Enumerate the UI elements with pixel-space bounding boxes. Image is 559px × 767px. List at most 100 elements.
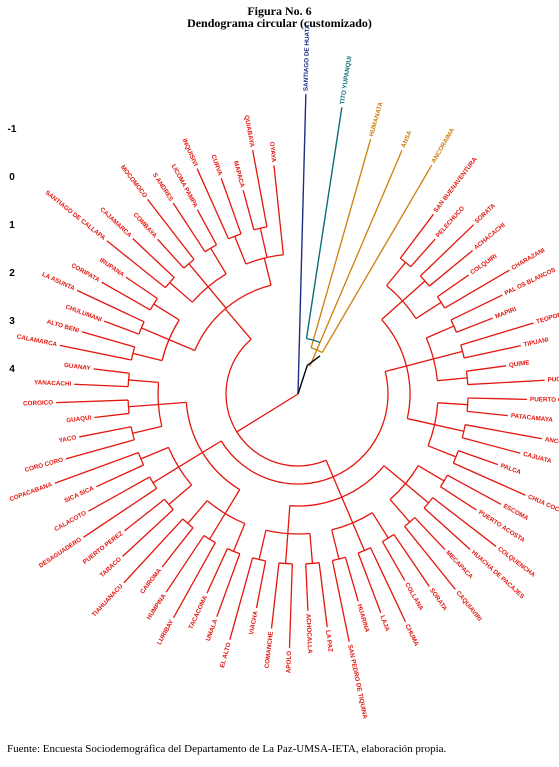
dendrogram-branch <box>405 483 429 504</box>
dendrogram-branch <box>56 399 129 404</box>
leaf-label: PAL OS BLANCOS <box>504 267 557 298</box>
dendrogram-branch <box>172 202 206 253</box>
dendrogram-branch <box>433 350 463 360</box>
dendrogram-branch <box>428 250 474 287</box>
figure-title: Dendograma circular (customizado) <box>187 16 372 30</box>
leaf-label: ESCOMA <box>502 503 530 523</box>
dendrogram-branch <box>331 529 340 560</box>
dendrogram-branch <box>123 518 184 584</box>
leaf-label: ANCORAIMES <box>544 436 559 451</box>
dendrogram-branch-arc <box>220 371 389 485</box>
leaf-label: CALACOTO <box>53 510 88 534</box>
dendrogram-branch <box>259 228 268 258</box>
dendrogram-branch <box>220 178 242 235</box>
dendrogram-branch <box>352 522 366 551</box>
dendrogram-branch <box>407 417 435 426</box>
dendrogram-branch-arc <box>452 450 459 464</box>
dendrogram-branch <box>427 445 457 458</box>
dendrogram-branch <box>318 562 328 628</box>
dendrogram-branch <box>310 138 372 349</box>
dendrogram-branch-arc <box>399 257 412 268</box>
dendrogram-branch <box>188 263 209 288</box>
dendrogram-branch <box>437 274 469 298</box>
dendrogram-branch <box>357 552 382 614</box>
leaf-label: CAIROMA <box>139 567 163 595</box>
dendrogram-branch <box>140 446 169 460</box>
dendrogram-branch <box>263 257 272 286</box>
leaf-label: OYAYA <box>268 141 277 163</box>
dendrogram-branch-arc <box>436 296 446 309</box>
dendrogram-branch <box>54 451 139 484</box>
height-tick: 1 <box>9 220 15 231</box>
leaf-label: HUMANATA <box>368 101 385 137</box>
dendrogram-branch <box>216 553 241 617</box>
leaf-label: CORIPATA <box>70 262 101 284</box>
dendrogram-branch-arc <box>419 275 430 287</box>
leaf-label: CHUA COCANI <box>527 493 559 518</box>
dendrogram-branch <box>406 358 434 367</box>
height-tick: 2 <box>9 268 15 279</box>
dendrogram-branch <box>255 560 267 609</box>
leaf-label: COLLANA <box>403 582 425 613</box>
dendrogram-branch <box>76 289 145 323</box>
dendrogram-branch-arc <box>332 556 346 562</box>
dendrogram-branch <box>371 512 389 539</box>
dendrogram-branch <box>458 450 499 466</box>
dendrogram-branch <box>389 499 411 523</box>
dendrogram-branch <box>178 451 203 468</box>
dendrogram-branch <box>456 317 493 333</box>
root-connector <box>297 355 321 395</box>
dendrogram-branch <box>414 517 446 551</box>
dendrogram-branch <box>437 377 468 382</box>
dendrogram-branch <box>325 460 334 478</box>
dendrogram-branch <box>229 557 254 640</box>
height-tick: 0 <box>9 172 15 183</box>
dendrogram-branch <box>101 281 151 311</box>
leaf-label: ACHACACHI <box>473 222 507 252</box>
dendrogram-branch <box>81 331 135 348</box>
dendrogram-branch <box>208 513 226 540</box>
dendrogram-branch <box>434 424 465 432</box>
leaf-label: LICOMA PAMPA <box>170 163 199 209</box>
dendrogram-branch <box>165 535 205 593</box>
dendrogram-branch <box>383 465 406 485</box>
dendrogram-branch-arc <box>183 258 195 269</box>
leaf-label: ANCORAIMA <box>430 127 456 165</box>
dendrogram-branch <box>147 198 195 260</box>
dendrogram-branch <box>419 224 475 277</box>
dendrogram-branch <box>460 322 534 346</box>
dendrogram-branch-arc <box>130 346 136 361</box>
dendrogram-branch <box>305 563 309 611</box>
dendrogram-branch <box>437 402 468 406</box>
dendrogram-branch <box>417 465 445 482</box>
leaf-label: HUACHA DE PACAJES <box>470 549 526 600</box>
dendrogram-branch <box>196 209 218 246</box>
dendrogram-branch <box>141 327 170 341</box>
dendrogram-branch <box>331 560 350 642</box>
leaf-label: INQUISIVI <box>181 138 199 168</box>
dendrogram-branch <box>341 496 354 524</box>
dendrogram-branch <box>224 489 241 514</box>
dendrogram-branch <box>369 547 407 623</box>
leaf-label: COROICO <box>23 399 53 407</box>
dendrogram-branch <box>128 403 159 408</box>
leaf-label: ACHOCALLA <box>304 614 313 655</box>
dendrogram-branch <box>410 238 436 268</box>
dendrogram-branch-arc <box>357 547 371 554</box>
dendrogram-branch <box>232 523 246 552</box>
leaf-label: TARACO <box>99 556 123 579</box>
leaf-label: SAN PEDRO DE TIQUINA <box>346 644 368 720</box>
dendrogram-branch <box>423 507 471 551</box>
dendrogram-branch <box>125 276 158 300</box>
leaf-label: COPACABANA <box>9 481 54 503</box>
dendrogram-branch <box>297 94 307 395</box>
leaf-label: HUARINA <box>356 603 371 633</box>
dendrogram-branch <box>239 325 252 340</box>
dendrogram-branch <box>106 240 166 289</box>
dendrogram-branch <box>104 320 140 335</box>
dendrogram-branch <box>74 383 129 388</box>
dendrogram-branch-arc <box>423 497 434 509</box>
dendrogram-branch <box>187 500 208 524</box>
dendrogram-branch <box>234 235 247 265</box>
dendrogram-branch-arc <box>306 337 321 344</box>
